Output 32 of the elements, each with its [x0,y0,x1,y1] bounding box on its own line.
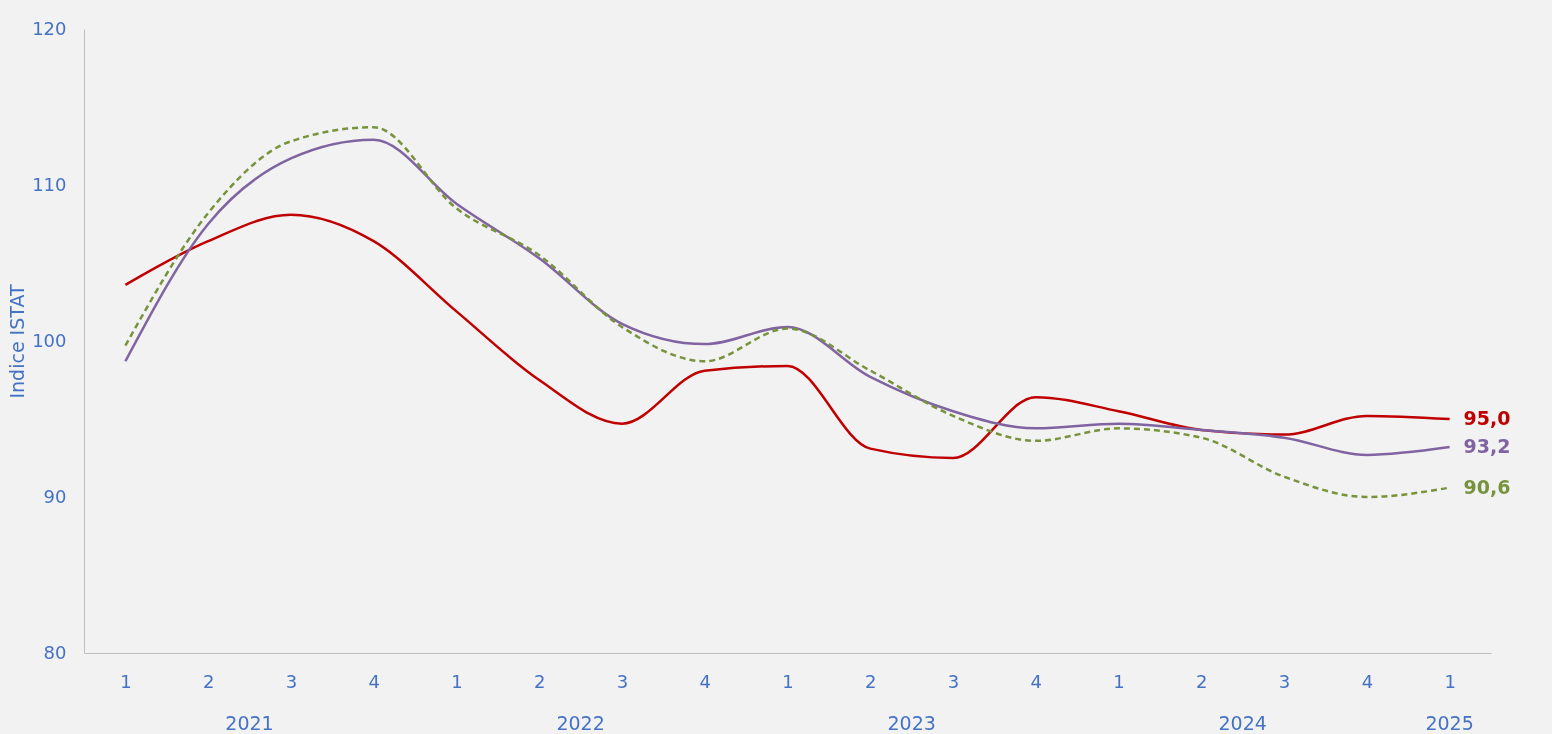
x-tick-label: 2 [533,670,546,692]
x-tick-label: 2 [865,670,877,692]
text: 2023 [887,712,936,734]
data-label: 95,0 [1463,407,1511,429]
x-tick-label: 2 [1196,670,1208,692]
y-tick-label: 100 [32,329,67,351]
x-tick-label: 3 [947,670,960,692]
x-tick-label: 2 [202,670,215,692]
x-tick-label: 1 [782,670,794,692]
y-tick-label: 90 [43,485,67,507]
text: 2021 [225,712,274,734]
x-tick-label: 3 [285,670,298,692]
data-label: 90,6 [1463,475,1511,498]
text: 2024 [1218,712,1267,734]
y-axis-title: Indice ISTAT [6,284,29,399]
y-tick-label: 110 [32,173,67,195]
line-series [124,213,1451,460]
x-tick-label: 1 [1113,670,1125,692]
x-tick-label: 4 [699,670,711,692]
x-tick-label: 4 [1030,670,1043,692]
x-tick-label: 3 [1278,670,1291,692]
x-tick-label: 1 [1444,670,1456,692]
x-tick-label: 3 [616,670,629,692]
y-tick-label: 80 [43,641,67,663]
x-tick-label: 1 [120,670,132,692]
text: 2025 [1425,712,1474,734]
text: 2022 [556,712,605,734]
x-tick-label: 4 [368,670,380,692]
x-tick-label: 1 [451,670,463,692]
x-tick-label: 4 [1361,670,1374,692]
data-label: 93,2 [1463,435,1511,458]
y-tick-label: 120 [32,17,67,39]
